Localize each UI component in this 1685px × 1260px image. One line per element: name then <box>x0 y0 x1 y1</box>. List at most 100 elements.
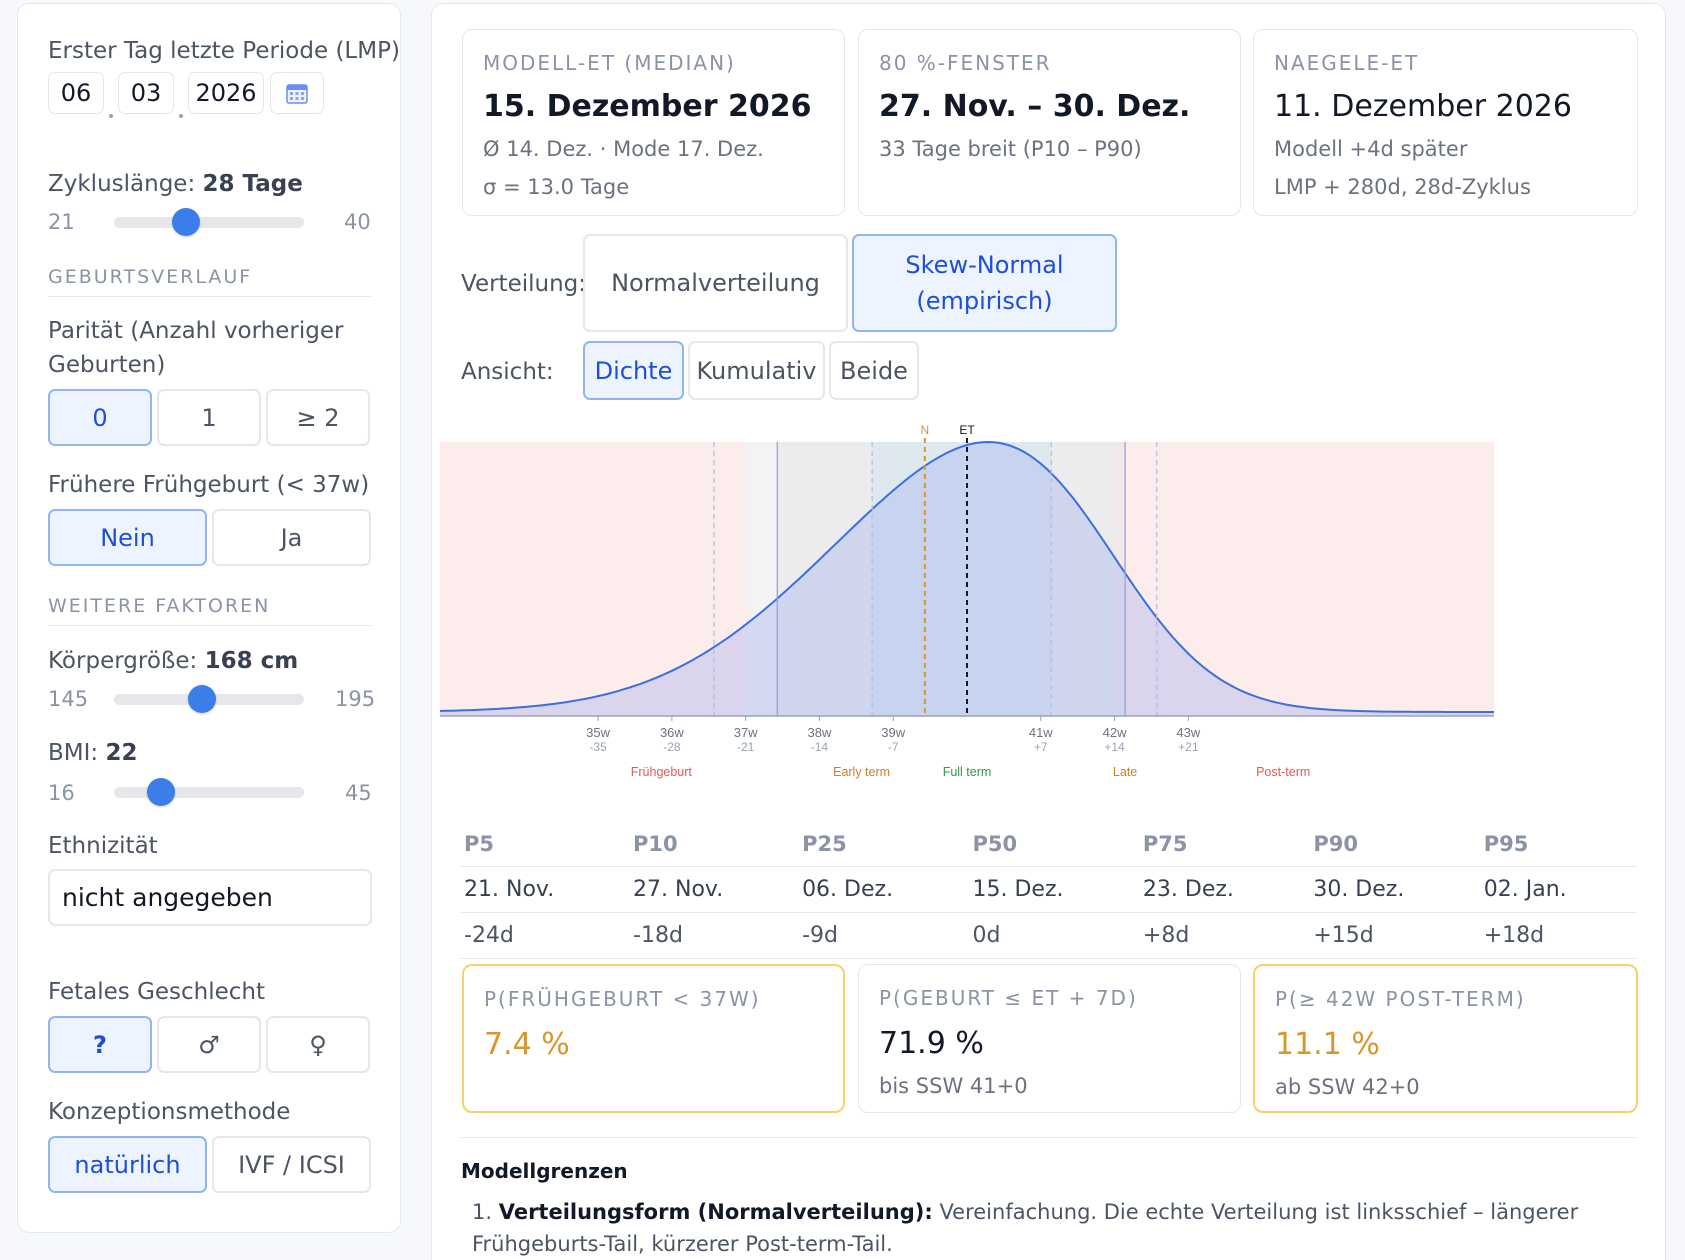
zone-band-0 <box>440 442 746 716</box>
density-curve <box>439 440 1494 713</box>
view-cumulative-button[interactable]: Kumulativ <box>688 341 825 400</box>
fetal-sex-label: Fetales Geschlecht <box>48 979 266 1005</box>
percentile-date-6: 02. Jan. <box>1480 866 1637 913</box>
tick-offset-4: -7 <box>888 740 899 754</box>
naegele-caption: NAEGELE-ET <box>1274 51 1420 75</box>
conception-natural-button[interactable]: natürlich <box>48 1136 207 1193</box>
zone-band-3 <box>1040 442 1115 716</box>
model-et-value: 15. Dezember 2026 <box>483 89 812 124</box>
lmp-year-input[interactable]: 2026 <box>188 72 264 114</box>
fetal-sex-unknown-button[interactable]: ? <box>48 1016 152 1073</box>
parity-option-0[interactable]: 0 <box>48 389 152 446</box>
fetal-sex-female-button[interactable]: ♀ <box>266 1016 370 1073</box>
fetal-sex-male-button[interactable]: ♂ <box>157 1016 261 1073</box>
date-separator <box>109 114 113 118</box>
tick-offset-3: -14 <box>811 740 829 754</box>
percentile-offset-3: 0d <box>969 912 1140 959</box>
percentile-offset-6: +18d <box>1480 912 1637 959</box>
model-et-mean-mode: Ø 14. Dez. · Mode 17. Dez. <box>483 137 764 161</box>
parity-option-1[interactable]: 1 <box>157 389 261 446</box>
height-slider[interactable] <box>114 685 304 713</box>
parity-label: Parität (Anzahl vorheriger Geburten) <box>48 318 344 378</box>
ethnicity-label: Ethnizität <box>48 833 158 859</box>
model-limits-title: Modellgrenzen <box>461 1159 628 1183</box>
date-separator <box>179 114 183 118</box>
tick-offset-2: -21 <box>737 740 755 754</box>
percentile-header-0: P5 <box>461 824 631 867</box>
et7-caption: P(GEBURT ≤ ET + 7D) <box>879 986 1138 1010</box>
view-density-button[interactable]: Dichte <box>583 341 684 400</box>
conception-label: Konzeptionsmethode <box>48 1099 291 1125</box>
tick-offset-6: +14 <box>1104 740 1125 754</box>
zone-label-4: Post-term <box>1256 765 1310 779</box>
preterm-value: 7.4 % <box>484 1027 570 1062</box>
preterm-yes-button[interactable]: Ja <box>212 509 371 566</box>
p25-p75-band <box>872 442 1052 716</box>
percentile-date-4: 23. Dez. <box>1139 866 1311 913</box>
bmi-slider-thumb[interactable] <box>147 778 175 806</box>
conception-ivf-button[interactable]: IVF / ICSI <box>212 1136 371 1193</box>
ethnicity-select[interactable]: nicht angegeben <box>48 869 372 926</box>
distribution-normal-button[interactable]: Normalverteilung <box>583 234 848 332</box>
divider <box>461 1137 1637 1138</box>
tick-week-1: 36w <box>660 725 684 740</box>
tick-offset-0: -35 <box>589 740 607 754</box>
percentile-table: P5 P10 P25 P50 P75 P90 P95 21. Nov. 27. Nov. 06.… <box>461 824 1637 959</box>
bmi-max: 45 <box>345 781 372 805</box>
percentile-offset-0: -24d <box>461 912 631 959</box>
bmi-min: 16 <box>48 781 75 805</box>
tick-week-3: 38w <box>808 725 832 740</box>
model-et-sigma: σ = 13.0 Tage <box>483 175 630 199</box>
height-label: Körpergröße: 168 cm <box>48 648 299 674</box>
section-birth-heading: GEBURTSVERLAUF <box>48 266 372 297</box>
naegele-formula: LMP + 280d, 28d-Zyklus <box>1274 175 1531 199</box>
zone-band-1 <box>745 442 894 716</box>
tick-offset-1: -28 <box>663 740 681 754</box>
naegele-diff: Modell +4d später <box>1274 137 1468 161</box>
model-et-caption: MODELL-ET (MEDIAN) <box>483 51 736 75</box>
window-value: 27. Nov. – 30. Dez. <box>879 89 1191 124</box>
marker-label-n: N <box>921 423 930 437</box>
marker-label-et: ET <box>959 423 975 437</box>
preterm-caption: P(FRÜHGEBURT < 37W) <box>484 987 761 1011</box>
calendar-icon[interactable] <box>270 72 324 114</box>
view-both-button[interactable]: Beide <box>829 341 919 400</box>
parity-option-2plus[interactable]: ≥ 2 <box>266 389 370 446</box>
postterm-value: 11.1 % <box>1275 1027 1380 1062</box>
height-slider-thumb[interactable] <box>188 685 216 713</box>
tick-week-5: 41w <box>1029 725 1053 740</box>
percentile-header-4: P75 <box>1139 824 1311 867</box>
tick-week-2: 37w <box>734 725 758 740</box>
percentile-date-1: 27. Nov. <box>630 866 800 913</box>
limit-1-text: Vereinfachung. Die echte Verteilung ist … <box>472 1200 1579 1256</box>
model-et-card: MODELL-ET (MEDIAN) 15. Dezember 2026 Ø 1… <box>462 29 845 216</box>
tick-week-0: 35w <box>586 725 610 740</box>
cycle-slider[interactable] <box>114 208 304 236</box>
cycle-slider-thumb[interactable] <box>172 208 200 236</box>
tick-offset-7: +21 <box>1178 740 1199 754</box>
preterm-probability-card: P(FRÜHGEBURT < 37W) 7.4 % <box>462 964 845 1113</box>
preterm-history-label: Frühere Frühgeburt (< 37w) <box>48 472 370 498</box>
percentile-header-3: P50 <box>969 824 1140 867</box>
preterm-no-button[interactable]: Nein <box>48 509 207 566</box>
percentile-offset-5: +15d <box>1310 912 1481 959</box>
tick-week-4: 39w <box>881 725 905 740</box>
zone-label-2: Full term <box>943 765 992 779</box>
zone-label-1: Early term <box>833 765 890 779</box>
distribution-skew-button[interactable]: Skew-Normal (empirisch) <box>852 234 1117 332</box>
window-width: 33 Tage breit (P10 – P90) <box>879 137 1142 161</box>
postterm-sub: ab SSW 42+0 <box>1275 1075 1420 1099</box>
limit-1-title: Verteilungsform (Normalverteilung): <box>498 1200 933 1224</box>
bmi-slider[interactable] <box>114 778 304 806</box>
preterm-history-selector: Nein Ja <box>48 509 371 566</box>
et7-sub: bis SSW 41+0 <box>879 1074 1028 1098</box>
lmp-day-input[interactable]: 06 <box>48 72 104 114</box>
parity-selector: 0 1 ≥ 2 <box>48 389 370 446</box>
et7-value: 71.9 % <box>879 1026 984 1061</box>
percentile-date-3: 15. Dez. <box>969 866 1140 913</box>
zone-label-0: Frühgeburt <box>631 765 693 779</box>
percentile-header-1: P10 <box>630 824 800 867</box>
lmp-month-input[interactable]: 03 <box>118 72 174 114</box>
conception-selector: natürlich IVF / ICSI <box>48 1136 371 1193</box>
percentile-offset-1: -18d <box>630 912 800 959</box>
